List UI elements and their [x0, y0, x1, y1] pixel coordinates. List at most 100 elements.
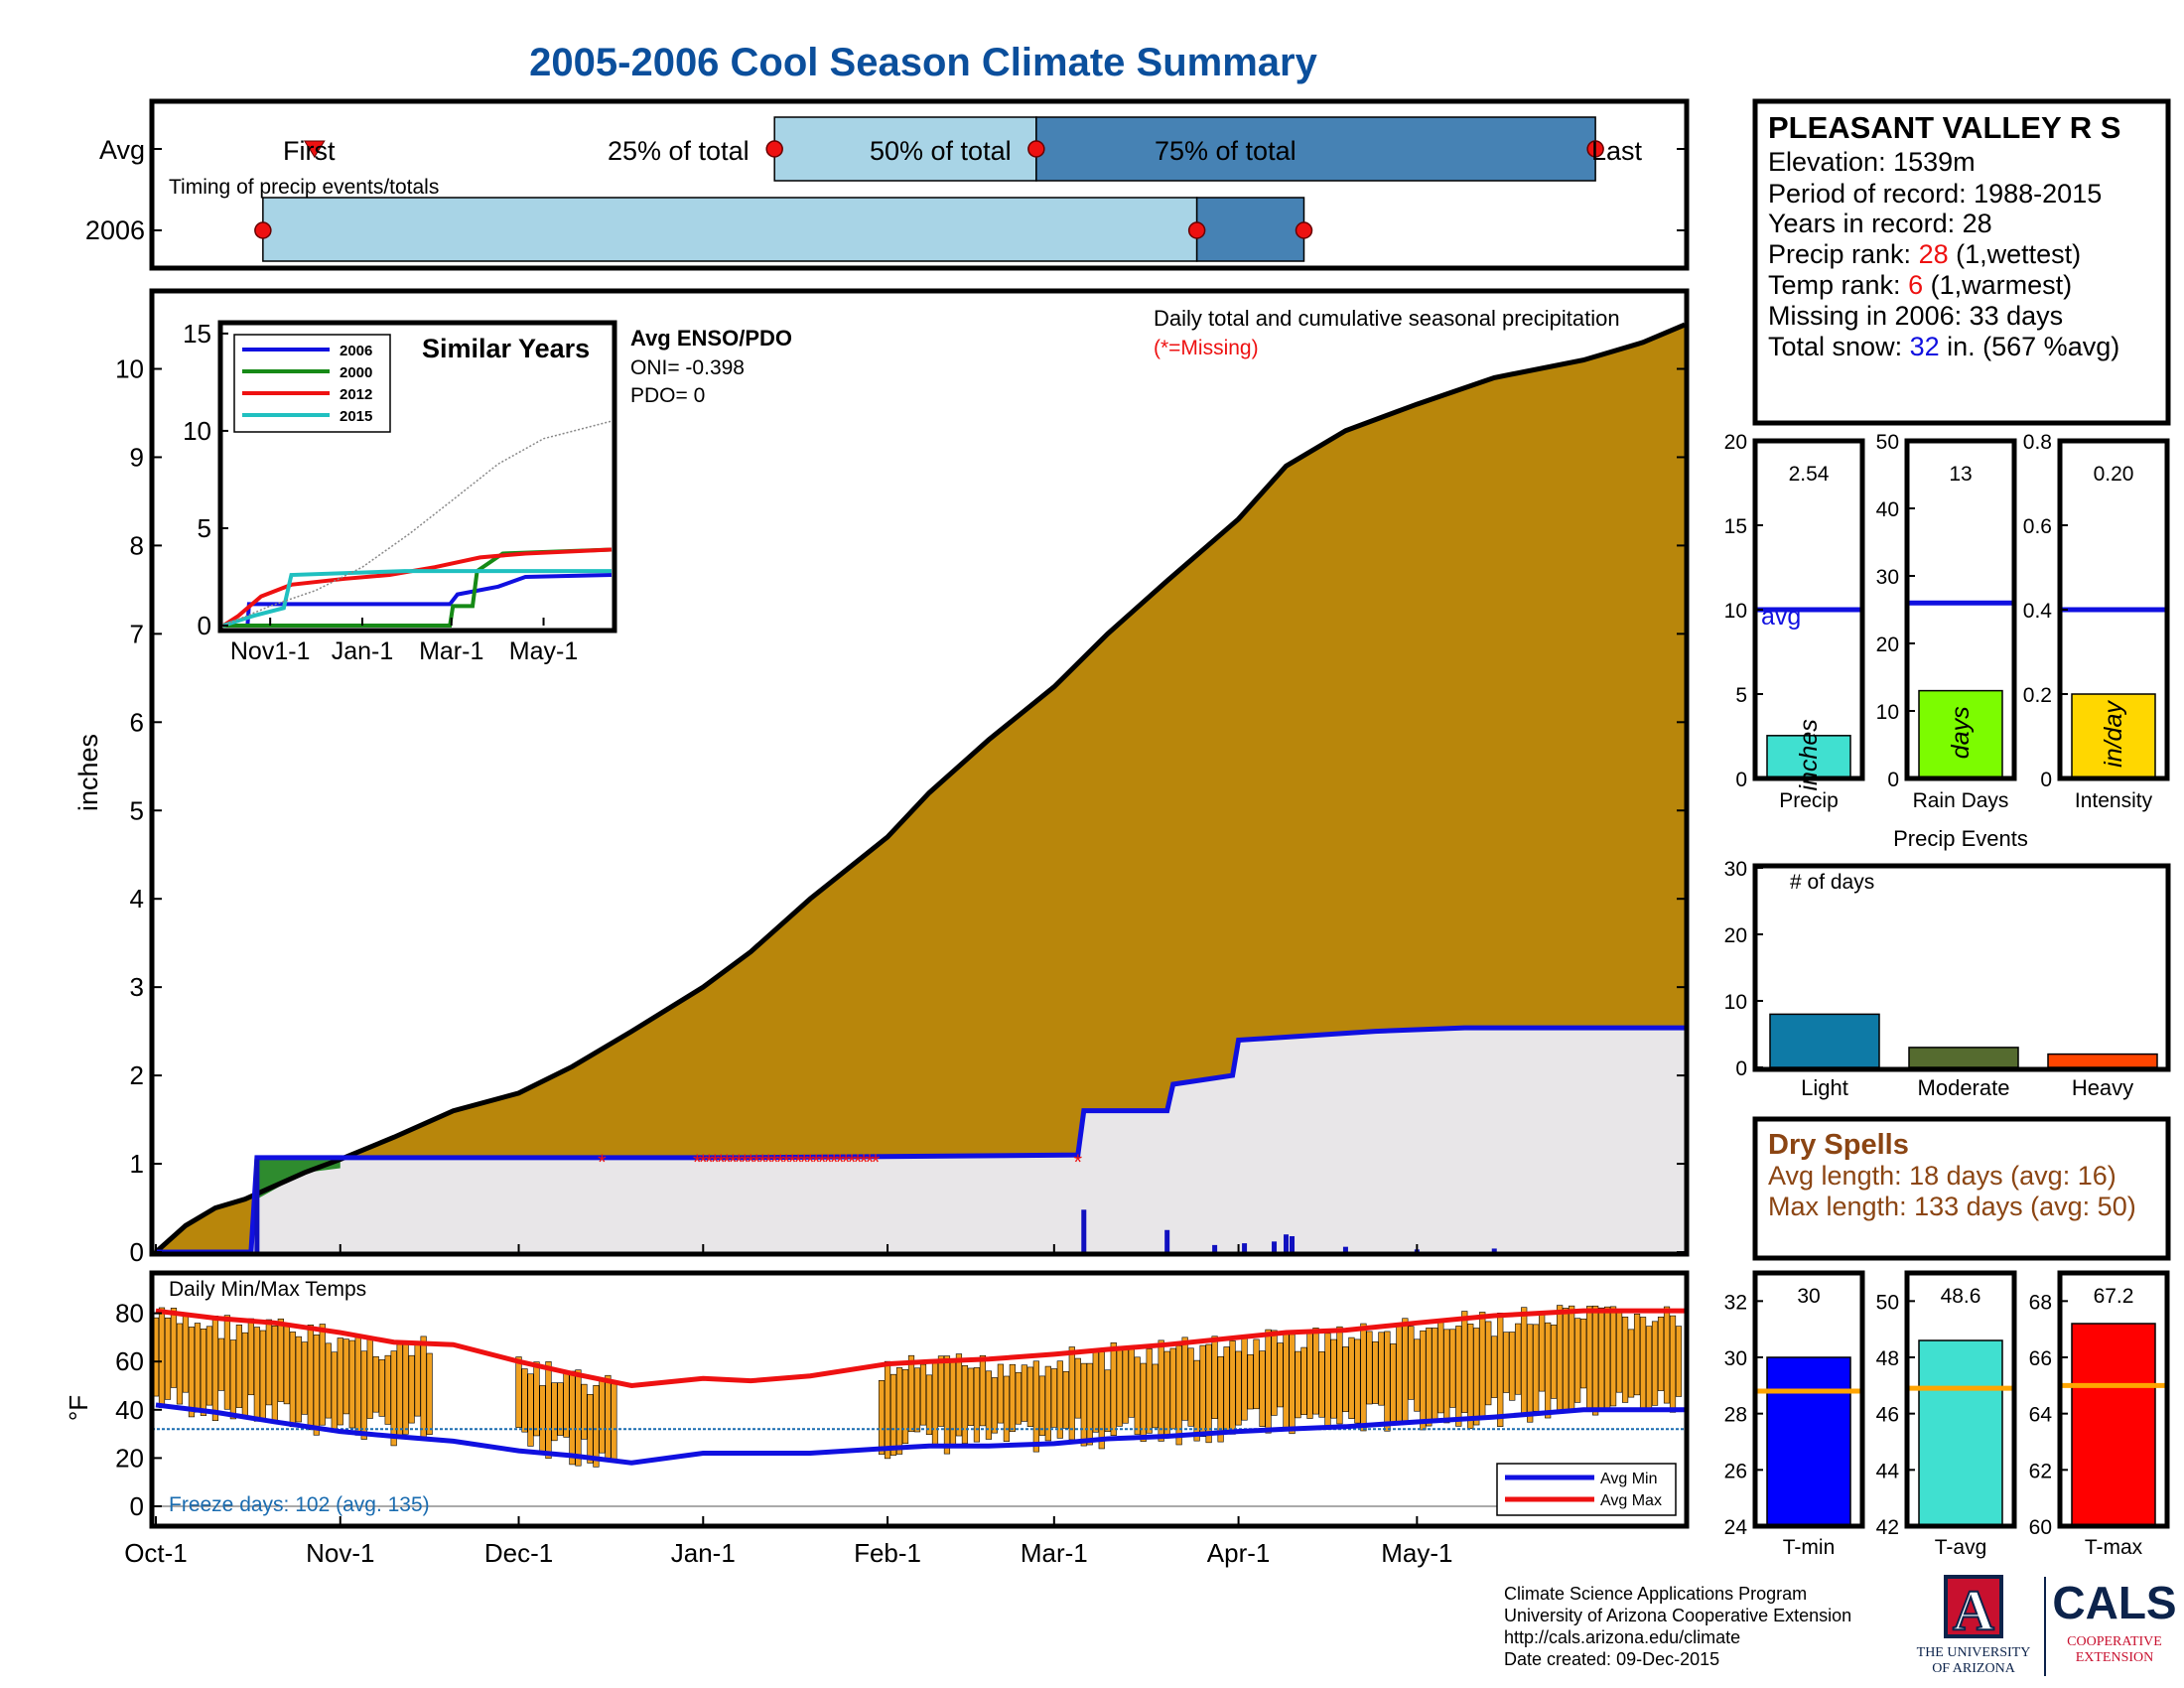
daily-temp-bar-191 — [1289, 1334, 1296, 1435]
daily-temp-bar-35 — [360, 1350, 367, 1440]
daily-temp-bar-15 — [241, 1332, 248, 1419]
daily-temp-bar-24 — [295, 1336, 302, 1423]
daily-temp-bar-239 — [1574, 1318, 1581, 1403]
temp-bar-T-max — [2071, 1323, 2156, 1527]
inset-xtick-label-2: Mar-1 — [419, 637, 483, 665]
season-unit-Precip: inches — [1795, 719, 1823, 790]
daily-temp-bar-14 — [235, 1325, 242, 1408]
missing-marker-8: * — [735, 1150, 744, 1175]
cals-logo-text: CALS — [2052, 1577, 2176, 1628]
daily-temp-bar-128 — [913, 1367, 921, 1433]
daily-temp-bar-161 — [1110, 1341, 1117, 1436]
daily-temp-bar-25 — [301, 1341, 308, 1415]
daily-temp-bar-28 — [319, 1324, 326, 1426]
missing-marker-25: * — [836, 1150, 845, 1175]
dry-spells-avg: Avg length: 18 days (avg: 16) — [1768, 1161, 2116, 1191]
main-ylabel: inches — [73, 734, 103, 811]
season-ytick-label-2-0: 0 — [2040, 769, 2052, 791]
xtick-label-5: Mar-1 — [1021, 1538, 1088, 1568]
missing-marker-26: * — [842, 1150, 851, 1175]
main-ytick-label-3: 3 — [130, 972, 144, 1002]
daily-temp-bar-140 — [985, 1370, 993, 1440]
daily-temp-bar-75 — [599, 1379, 606, 1454]
missing-marker-22: * — [818, 1150, 827, 1175]
daily-precip-bar-10 — [1491, 1248, 1497, 1252]
daily-temp-bar-227 — [1503, 1332, 1510, 1393]
season-unit-Rain Days: days — [1947, 706, 1975, 759]
temp-category-T-avg: T-avg — [1935, 1536, 1987, 1559]
daily-temp-bar-192 — [1295, 1350, 1301, 1419]
daily-temp-bar-231 — [1527, 1324, 1534, 1423]
daily-temp-bar-202 — [1354, 1338, 1361, 1424]
daily-temp-bar-177 — [1205, 1343, 1212, 1444]
precip-events-title: Precip Events — [1893, 826, 2028, 851]
daily-temp-bar-62 — [521, 1368, 528, 1433]
events-ytick-label-30: 30 — [1724, 858, 1747, 881]
daily-temp-bar-243 — [1598, 1307, 1605, 1410]
daily-temp-bar-133 — [943, 1355, 951, 1455]
daily-temp-bar-210 — [1402, 1318, 1409, 1422]
daily-temp-bar-23 — [289, 1332, 296, 1428]
daily-temp-bar-221 — [1467, 1324, 1474, 1429]
avg-cumulative-line — [154, 322, 1686, 1254]
daily-temp-bar-207 — [1384, 1331, 1391, 1432]
daily-temp-bar-224 — [1485, 1321, 1492, 1406]
temp-bar-T-avg — [1918, 1339, 2003, 1527]
daily-temp-bar-173 — [1181, 1336, 1188, 1421]
daily-temp-bar-153 — [1062, 1370, 1069, 1429]
station-period: Period of record: 1988-2015 — [1768, 179, 2102, 209]
inset-line-2006 — [223, 573, 613, 628]
inset-xtick-label-0: Nov1-1 — [230, 637, 311, 665]
daily-temp-bar-204 — [1366, 1331, 1373, 1405]
events-label-Light: Light — [1801, 1075, 1848, 1100]
daily-temp-bar-134 — [949, 1358, 957, 1447]
missing-marker-30: * — [866, 1150, 875, 1175]
daily-temp-bar-156 — [1080, 1362, 1087, 1447]
daily-temp-bar-206 — [1378, 1332, 1385, 1406]
daily-precip-bar-6 — [1284, 1234, 1290, 1252]
daily-temp-bar-122 — [878, 1380, 886, 1455]
daily-temp-bar-181 — [1229, 1339, 1236, 1435]
daily-temp-bar-252 — [1651, 1321, 1659, 1406]
missing-marker-17: * — [788, 1150, 797, 1175]
daily-temp-bar-69 — [563, 1371, 570, 1438]
daily-precip-bar-3 — [1212, 1244, 1218, 1252]
daily-temp-bar-245 — [1609, 1306, 1617, 1407]
timing-marks — [152, 116, 2148, 262]
temps-ytick-label-40: 40 — [115, 1395, 144, 1425]
daily-temp-bar-147 — [1026, 1366, 1033, 1427]
daily-temp-bar-9 — [205, 1326, 213, 1406]
xtick-label-7: May-1 — [1381, 1538, 1452, 1568]
daily-temp-bar-188 — [1271, 1330, 1278, 1416]
events-bar-Light — [1769, 1013, 1880, 1068]
footer-line2: University of Arizona Cooperative Extens… — [1504, 1606, 1851, 1625]
temp-ytick-label-0-28: 28 — [1724, 1404, 1747, 1427]
daily-temp-bar-230 — [1521, 1307, 1528, 1415]
missing-marker-9: * — [741, 1150, 750, 1175]
season-bar-Rain Days — [1918, 689, 2003, 779]
footer: Climate Science Applications Program Uni… — [1504, 1584, 1851, 1669]
daily-temp-bar-209 — [1396, 1324, 1403, 1426]
daily-temp-bar-233 — [1539, 1314, 1546, 1392]
missing-marker-14: * — [770, 1150, 779, 1175]
daily-temp-bar-70 — [569, 1370, 576, 1466]
timing-avg-75-marker — [1586, 140, 1604, 158]
daily-temp-bar-198 — [1330, 1338, 1337, 1419]
events-bar-Heavy — [2047, 1053, 2158, 1068]
season-ytick-label-1-0: 0 — [1887, 769, 1899, 791]
daily-temp-bar-162 — [1116, 1345, 1123, 1427]
daily-temp-bar-236 — [1557, 1305, 1564, 1414]
daily-temp-bar-76 — [605, 1374, 612, 1459]
station-elevation: Elevation: 1539m — [1768, 147, 1976, 177]
daily-temp-bar-12 — [223, 1315, 231, 1410]
daily-temp-bar-131 — [931, 1361, 939, 1445]
temps-ylabel: °F — [64, 1395, 93, 1421]
dry-spells-frame — [1752, 1116, 2171, 1261]
temp-ytick-label-0-30: 30 — [1724, 1347, 1747, 1370]
daily-temp-bar-123 — [884, 1360, 891, 1460]
main-ytick-label-5: 5 — [130, 795, 144, 825]
daily-temp-bar-44 — [414, 1342, 421, 1417]
daily-temp-bar-256 — [1675, 1326, 1683, 1397]
daily-temp-bar-129 — [919, 1363, 927, 1426]
daily-temp-bar-213 — [1420, 1330, 1427, 1431]
